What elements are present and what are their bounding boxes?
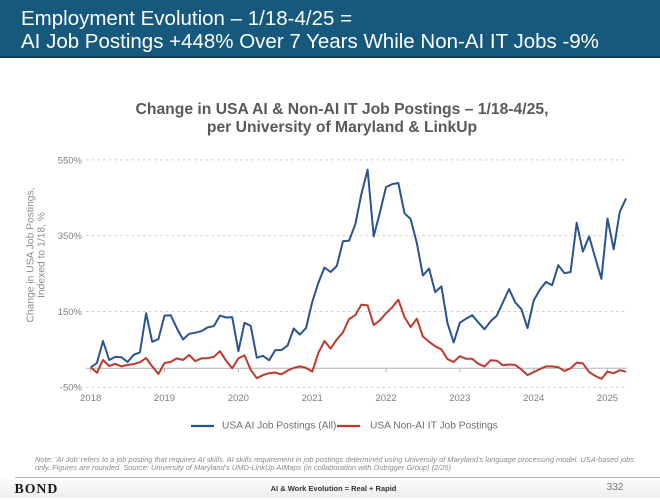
svg-text:2024: 2024 <box>523 393 544 404</box>
svg-text:USA AI Job Postings (All): USA AI Job Postings (All) <box>222 421 336 432</box>
svg-text:-50%: -50% <box>60 383 83 394</box>
svg-text:Indexed to 1/18, %: Indexed to 1/18, % <box>37 212 48 298</box>
svg-text:2020: 2020 <box>228 393 249 404</box>
svg-text:350%: 350% <box>58 231 83 242</box>
svg-text:2025: 2025 <box>597 393 618 404</box>
svg-text:150%: 150% <box>58 307 83 318</box>
svg-text:USA Non-AI IT Job Postings: USA Non-AI IT Job Postings <box>370 421 498 432</box>
svg-text:2018: 2018 <box>80 393 101 404</box>
svg-text:2022: 2022 <box>375 393 396 404</box>
svg-text:2019: 2019 <box>154 393 175 404</box>
svg-text:2021: 2021 <box>302 393 323 404</box>
svg-text:550%: 550% <box>58 155 83 166</box>
svg-text:Change in USA Job Postings,: Change in USA Job Postings, <box>26 187 37 322</box>
svg-text:2023: 2023 <box>449 393 470 404</box>
